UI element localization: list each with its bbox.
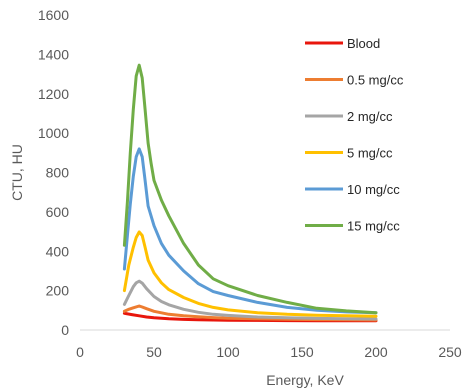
y-tick-labels: 0 200 400 600 800 1000 1200 1400 1600 (38, 7, 69, 338)
legend-label: Blood (347, 36, 380, 51)
legend-label: 15 mg/cc (347, 219, 400, 234)
y-axis-title: CTU, HU (9, 144, 25, 201)
x-tick-labels: 0 50 100 150 200 250 (76, 344, 462, 360)
x-tick-label: 250 (438, 344, 462, 360)
legend-label: 10 mg/cc (347, 182, 400, 197)
y-tick-label: 600 (46, 204, 70, 220)
legend: Blood 0.5 mg/cc 2 mg/cc 5 mg/cc 10 mg/cc 15 m… (305, 36, 404, 234)
x-tick-label: 150 (290, 344, 314, 360)
y-tick-label: 200 (46, 283, 70, 299)
series-line-15-mg-cc (122, 63, 378, 315)
x-tick-label: 200 (364, 344, 388, 360)
y-tick-label: 1200 (38, 86, 69, 102)
y-tick-label: 1000 (38, 125, 69, 141)
y-tick-label: 1600 (38, 7, 69, 23)
y-tick-label: 800 (46, 165, 70, 181)
legend-label: 2 mg/cc (347, 109, 393, 124)
series-line-5-mg-cc (122, 230, 378, 318)
legend-label: 5 mg/cc (347, 146, 393, 161)
y-tick-label: 0 (61, 322, 69, 338)
x-tick-label: 100 (216, 344, 240, 360)
x-axis-title: Energy, KeV (266, 372, 344, 388)
y-tick-label: 400 (46, 243, 70, 259)
series-line-2-mg-cc (122, 279, 378, 321)
y-tick-label: 1400 (38, 46, 69, 62)
x-tick-label: 0 (76, 344, 84, 360)
legend-label: 0.5 mg/cc (347, 73, 404, 88)
series-lines (122, 63, 378, 323)
series-line-10-mg-cc (122, 147, 378, 315)
x-tick-label: 50 (146, 344, 162, 360)
